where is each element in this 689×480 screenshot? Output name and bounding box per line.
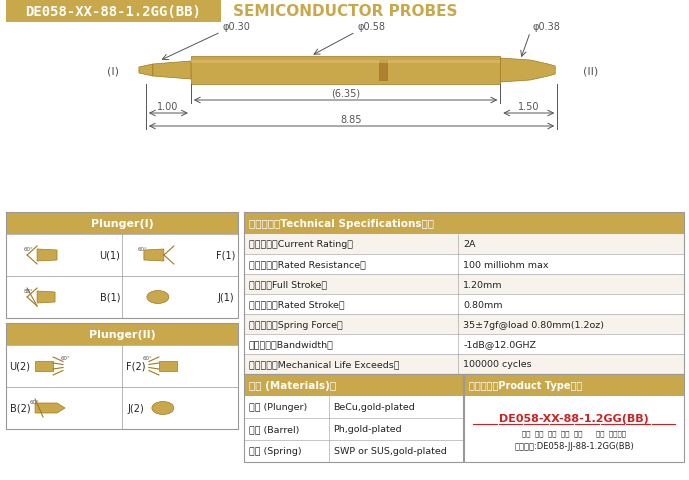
Text: 额定行程（Rated Stroke）: 额定行程（Rated Stroke） [249, 300, 344, 309]
Bar [244, 396, 464, 418]
Text: 频率带宽（Bandwidth）: 频率带宽（Bandwidth） [249, 340, 333, 349]
Bar [6, 213, 238, 235]
Text: J(2): J(2) [127, 403, 144, 413]
Text: 材质 (Materials)：: 材质 (Materials)： [249, 380, 336, 390]
Bar [464, 374, 684, 462]
Text: 技术要求（Technical Specifications）：: 技术要求（Technical Specifications）： [249, 218, 434, 228]
Text: F(2): F(2) [126, 361, 145, 371]
Polygon shape [139, 65, 153, 77]
Text: B(2): B(2) [10, 403, 30, 413]
Ellipse shape [147, 291, 169, 304]
Bar [244, 374, 464, 462]
Bar [244, 254, 684, 275]
Bar [244, 374, 464, 396]
Bar [244, 213, 684, 235]
Text: 88°: 88° [24, 288, 34, 293]
Bar [244, 314, 684, 334]
Text: 100000 cycles: 100000 cycles [464, 360, 532, 369]
Text: 针管 (Barrel): 针管 (Barrel) [249, 425, 299, 433]
Text: 60°: 60° [30, 399, 40, 404]
Text: 针头 (Plunger): 针头 (Plunger) [249, 403, 307, 412]
Text: 订购举例:DE058-JJ-88-1.2GG(BB): 订购举例:DE058-JJ-88-1.2GG(BB) [514, 442, 634, 451]
Ellipse shape [152, 402, 174, 415]
Text: SEMICONDUCTOR PROBES: SEMICONDUCTOR PROBES [233, 4, 457, 20]
Bar [244, 440, 464, 462]
Text: 满行程（Full Stroke）: 满行程（Full Stroke） [249, 280, 327, 289]
Text: Ph,gold-plated: Ph,gold-plated [333, 425, 402, 433]
Text: 60°: 60° [138, 247, 147, 252]
Text: 35±7gf@load 0.80mm(1.2oz): 35±7gf@load 0.80mm(1.2oz) [464, 320, 604, 329]
Text: Plunger(II): Plunger(II) [89, 329, 155, 339]
Polygon shape [159, 361, 177, 371]
Text: F(1): F(1) [216, 251, 236, 261]
Polygon shape [35, 361, 53, 371]
Text: 成品型号（Product Type）：: 成品型号（Product Type）： [469, 380, 583, 390]
Bar [244, 354, 684, 374]
Text: 0.80mm: 0.80mm [464, 300, 503, 309]
Text: 60°: 60° [61, 355, 71, 360]
Bar [244, 275, 684, 294]
Text: B(1): B(1) [100, 292, 120, 302]
Text: (I): (I) [107, 66, 119, 76]
Text: J(1): J(1) [218, 292, 234, 302]
Text: Plunger(I): Plunger(I) [90, 218, 154, 228]
Text: 额定电流（Current Rating）: 额定电流（Current Rating） [249, 240, 353, 249]
Text: 2A: 2A [464, 240, 476, 249]
Bar [6, 324, 238, 345]
Text: U(2): U(2) [10, 361, 30, 371]
Bar [191, 61, 500, 64]
Text: φ0.38: φ0.38 [533, 22, 560, 32]
Text: DE058-XX-88-1.2GG(BB): DE058-XX-88-1.2GG(BB) [500, 413, 649, 423]
Text: -1dB@12.0GHZ: -1dB@12.0GHZ [464, 340, 536, 349]
Text: 60°: 60° [24, 247, 34, 252]
Text: 1.00: 1.00 [157, 102, 178, 112]
Text: 测试寿命（Mechanical Life Exceeds）: 测试寿命（Mechanical Life Exceeds） [249, 360, 399, 369]
Bar [244, 294, 684, 314]
Text: 弹簧 (Spring): 弹簧 (Spring) [249, 446, 301, 456]
Text: 额定弹力（Spring Force）: 额定弹力（Spring Force） [249, 320, 342, 329]
Text: 100 milliohm max: 100 milliohm max [464, 260, 549, 269]
Text: (II): (II) [582, 66, 598, 76]
Bar [6, 387, 238, 429]
Text: 额定电阶（Rated Resistance）: 额定电阶（Rated Resistance） [249, 260, 366, 269]
Polygon shape [37, 250, 57, 262]
Polygon shape [37, 291, 55, 303]
Polygon shape [153, 62, 191, 80]
Bar [244, 418, 464, 440]
Bar [6, 213, 238, 318]
Text: φ0.58: φ0.58 [358, 22, 386, 32]
Text: 系列  规格  头型  行长  弹力      镀金  针头材质: 系列 规格 头型 行长 弹力 镀金 针头材质 [522, 430, 626, 436]
Text: 1.20mm: 1.20mm [464, 280, 503, 289]
Bar [6, 235, 238, 276]
Bar [191, 57, 500, 85]
Bar [464, 374, 684, 396]
Text: DE058-XX-88-1.2GG(BB): DE058-XX-88-1.2GG(BB) [25, 5, 201, 19]
Bar [464, 396, 684, 462]
Text: 8.85: 8.85 [341, 115, 362, 125]
Bar [244, 334, 684, 354]
Text: BeCu,gold-plated: BeCu,gold-plated [333, 403, 415, 412]
Text: U(1): U(1) [99, 251, 121, 261]
Text: (6.35): (6.35) [331, 89, 360, 99]
Polygon shape [144, 250, 164, 262]
Bar [6, 276, 238, 318]
Polygon shape [500, 59, 555, 83]
Polygon shape [35, 403, 65, 413]
Bar [6, 1, 220, 23]
Text: φ0.30: φ0.30 [223, 22, 251, 32]
Text: 1.50: 1.50 [517, 102, 539, 112]
Bar [244, 213, 684, 374]
Bar [244, 235, 684, 254]
Bar [6, 324, 238, 429]
Text: SWP or SUS,gold-plated: SWP or SUS,gold-plated [333, 446, 446, 456]
Bar [6, 345, 238, 387]
Bar [378, 61, 387, 81]
Text: 60°: 60° [143, 355, 153, 360]
